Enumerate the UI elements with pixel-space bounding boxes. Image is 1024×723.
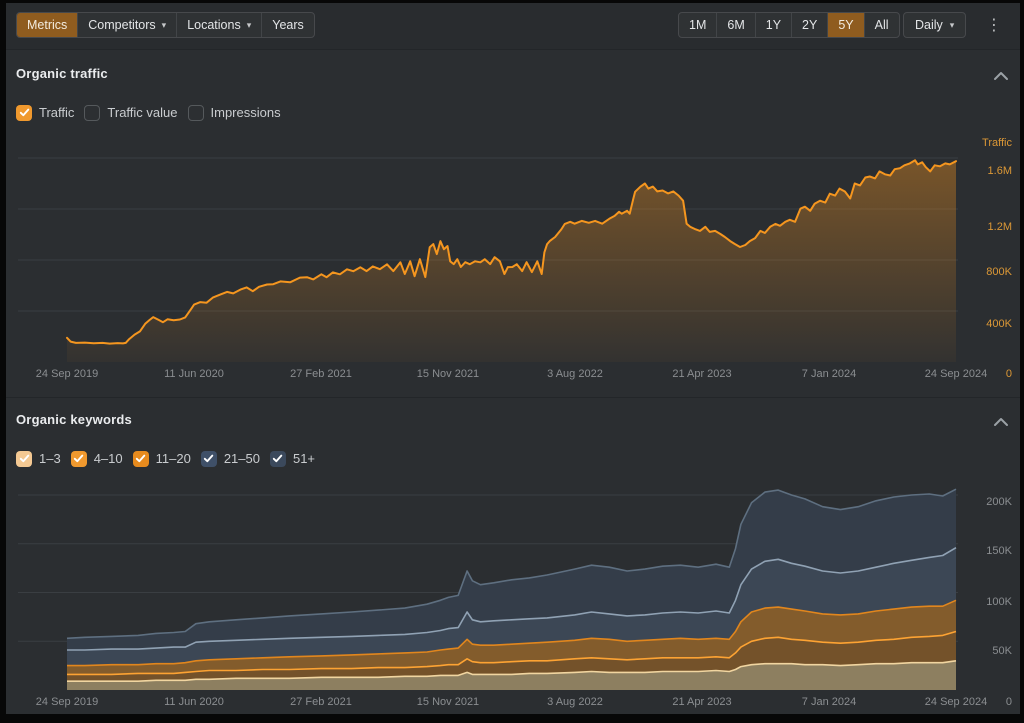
range-1m-button[interactable]: 1M: [679, 13, 716, 37]
checkbox-label: Impressions: [210, 105, 281, 120]
organic-keywords-chart[interactable]: [18, 482, 958, 694]
metrics-button[interactable]: Metrics: [17, 13, 78, 37]
range-label: 5Y: [838, 18, 854, 32]
x-tick-label: 15 Nov 2021: [416, 696, 480, 708]
range-2y-button[interactable]: 2Y: [791, 13, 827, 37]
checkbox-label: Traffic value: [107, 105, 178, 120]
check-icon: [19, 108, 29, 117]
competitors-button[interactable]: Competitors ▾: [77, 13, 176, 37]
range-label: 6M: [727, 18, 745, 32]
range-1y-button[interactable]: 1Y: [754, 13, 791, 37]
checkbox-box: [187, 104, 204, 121]
traffic-value-checkbox[interactable]: Traffic value: [84, 104, 178, 121]
impressions-checkbox[interactable]: Impressions: [187, 104, 281, 121]
range-all-button[interactable]: All: [863, 13, 899, 37]
y-tick-label: 0: [1005, 696, 1012, 708]
x-tick-label: 7 Jan 2024: [801, 368, 857, 380]
checkbox-box: [200, 450, 217, 467]
x-tick-label: 11 Jun 2020: [164, 368, 224, 380]
kw-4-10-checkbox[interactable]: 4–10: [70, 450, 123, 467]
x-tick-label: 27 Feb 2021: [290, 368, 352, 380]
checkbox-box: [132, 450, 149, 467]
collapse-traffic-button[interactable]: [993, 68, 1009, 80]
checkbox-box: [269, 450, 286, 467]
y-tick-label: 1.6M: [987, 165, 1012, 177]
checkbox-box: [70, 450, 87, 467]
metrics-button-label: Metrics: [27, 18, 68, 32]
section-divider: [6, 397, 1020, 398]
y-tick-label: 150K: [986, 545, 1012, 557]
organic-traffic-chart[interactable]: [18, 148, 958, 364]
checkbox-label: Traffic: [39, 105, 75, 120]
y-tick-label: 1.2M: [987, 221, 1012, 233]
y-tick-label: 400K: [986, 318, 1012, 330]
x-tick-label: 24 Sep 2024: [924, 696, 988, 708]
chevron-up-icon: [994, 72, 1008, 80]
checkbox-label: 51+: [292, 451, 316, 466]
kebab-icon: ⋮: [986, 17, 1002, 34]
organic-keywords-title: Organic keywords: [16, 412, 132, 427]
checkbox-label: 4–10: [93, 451, 123, 466]
organic-traffic-title: Organic traffic: [16, 66, 108, 81]
kw-51plus-checkbox[interactable]: 51+: [269, 450, 316, 467]
range-label: 1Y: [765, 18, 782, 32]
keyword-position-checkboxes: 1–3 4–10 11–20 21–50 51+: [16, 450, 315, 467]
chevron-up-icon: [994, 418, 1008, 426]
y-axis-title: Traffic: [982, 137, 1012, 149]
y-tick-label: 50K: [992, 645, 1012, 657]
granularity-dropdown[interactable]: Daily ▾: [903, 12, 967, 38]
checkbox-label: 21–50: [223, 451, 260, 466]
years-button[interactable]: Years: [261, 13, 314, 37]
checkbox-box: [16, 450, 32, 467]
checkbox-label: 11–20: [155, 451, 191, 466]
x-tick-label: 7 Jan 2024: [801, 696, 857, 708]
check-icon: [204, 454, 214, 463]
traffic-metric-checkboxes: Traffic Traffic value Impressions: [16, 104, 281, 121]
locations-button-label: Locations: [187, 18, 241, 32]
chevron-down-icon: ▾: [949, 19, 955, 30]
collapse-keywords-button[interactable]: [993, 414, 1009, 426]
kw-21-50-checkbox[interactable]: 21–50: [200, 450, 260, 467]
x-tick-label: 24 Sep 2019: [35, 368, 99, 380]
range-6m-button[interactable]: 6M: [716, 13, 754, 37]
kw-1-3-checkbox[interactable]: 1–3: [16, 450, 61, 467]
check-icon: [19, 454, 29, 463]
y-tick-label: 0: [1005, 368, 1012, 380]
chevron-down-icon: ▾: [161, 19, 167, 30]
more-options-button[interactable]: ⋮: [985, 12, 1003, 38]
check-icon: [74, 454, 84, 463]
check-icon: [135, 454, 146, 463]
years-button-label: Years: [272, 18, 304, 32]
granularity-label: Daily: [915, 18, 943, 32]
x-tick-label: 3 Aug 2022: [547, 696, 603, 708]
competitors-button-label: Competitors: [88, 18, 156, 32]
x-tick-label: 21 Apr 2023: [672, 368, 732, 380]
checkbox-box: [84, 104, 101, 121]
checkbox-label: 1–3: [39, 451, 61, 466]
kw-11-20-checkbox[interactable]: 11–20: [132, 450, 191, 467]
x-tick-label: 15 Nov 2021: [416, 368, 480, 380]
locations-button[interactable]: Locations ▾: [176, 13, 261, 37]
y-tick-label: 200K: [986, 496, 1012, 508]
checkbox-box: [16, 104, 32, 121]
range-label: 1M: [689, 18, 707, 32]
x-tick-label: 21 Apr 2023: [672, 696, 732, 708]
range-label: All: [874, 18, 889, 32]
y-tick-label: 100K: [986, 596, 1012, 608]
y-tick-label: 800K: [986, 266, 1012, 278]
x-tick-label: 3 Aug 2022: [547, 368, 603, 380]
x-tick-label: 27 Feb 2021: [290, 696, 352, 708]
date-range-group: 1M 6M 1Y 2Y 5Y All: [678, 12, 900, 38]
x-tick-label: 24 Sep 2024: [924, 368, 988, 380]
range-label: 2Y: [802, 18, 818, 32]
traffic-checkbox[interactable]: Traffic: [16, 104, 75, 121]
x-tick-label: 24 Sep 2019: [35, 696, 99, 708]
chevron-down-icon: ▾: [246, 19, 252, 30]
metric-tabs-group: Metrics Competitors ▾ Locations ▾ Years: [16, 12, 315, 38]
x-tick-label: 11 Jun 2020: [164, 696, 224, 708]
range-5y-button[interactable]: 5Y: [827, 13, 864, 37]
check-icon: [273, 454, 283, 463]
